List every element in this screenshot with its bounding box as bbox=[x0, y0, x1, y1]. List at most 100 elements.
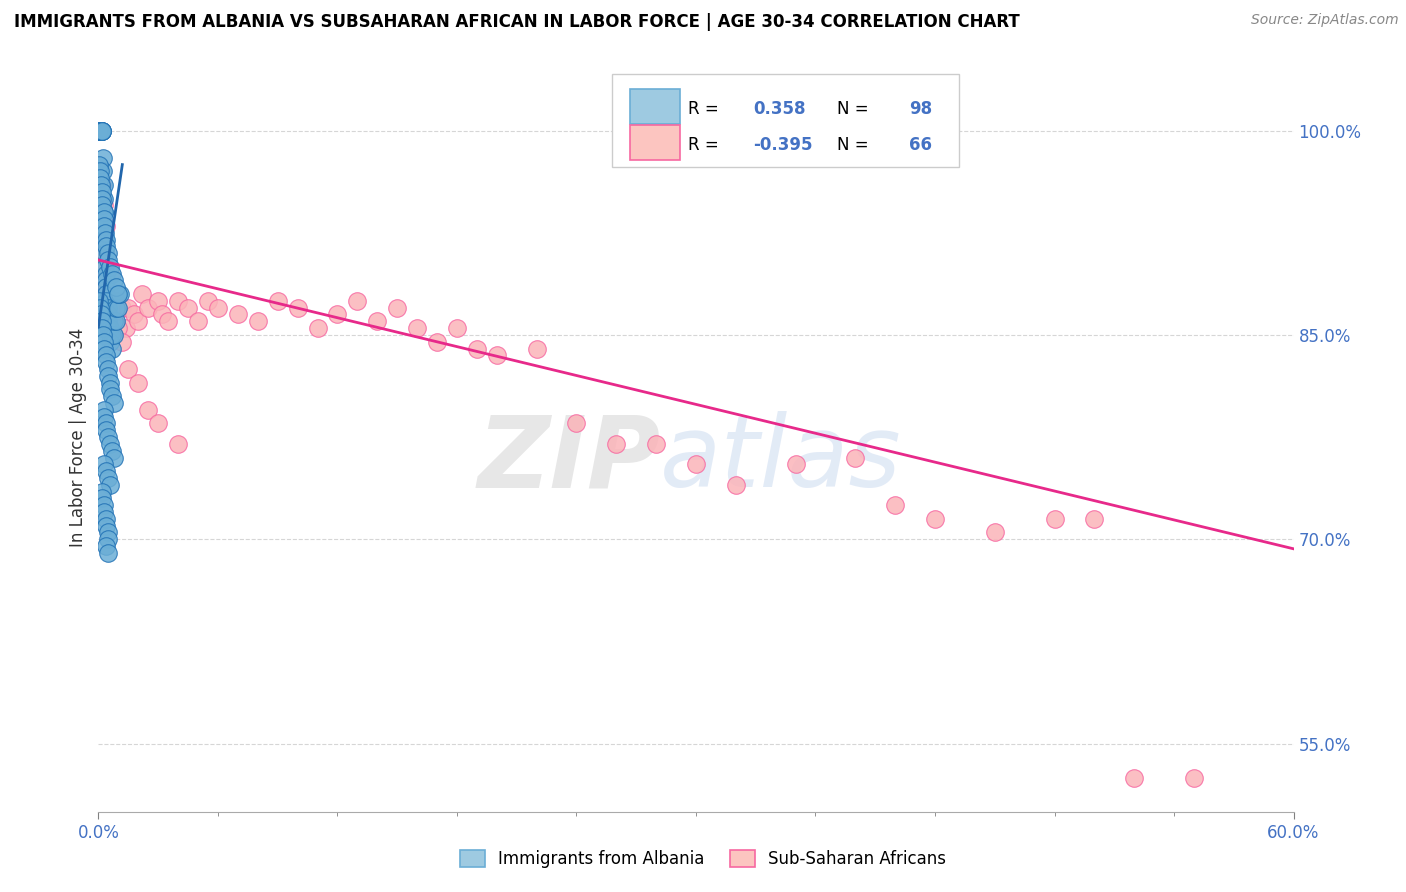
Point bbox=[97, 533, 120, 547]
Point bbox=[96, 280, 118, 294]
Text: R =: R = bbox=[688, 136, 724, 153]
Point bbox=[93, 205, 115, 219]
Point bbox=[93, 198, 115, 212]
Point bbox=[93, 151, 115, 165]
Point bbox=[107, 287, 129, 301]
Point bbox=[91, 321, 114, 335]
Point bbox=[93, 458, 115, 472]
Point bbox=[93, 233, 115, 247]
Point bbox=[93, 164, 115, 178]
Point bbox=[91, 198, 114, 212]
Text: ZIP: ZIP bbox=[477, 411, 661, 508]
Point bbox=[150, 308, 173, 322]
Point bbox=[97, 471, 120, 485]
Point bbox=[167, 293, 190, 308]
Point bbox=[98, 301, 122, 315]
Point bbox=[96, 219, 118, 233]
Point bbox=[96, 512, 118, 526]
Point bbox=[97, 368, 120, 383]
Point bbox=[103, 273, 125, 287]
Point bbox=[93, 498, 115, 512]
Point bbox=[107, 301, 129, 315]
Point bbox=[93, 327, 115, 342]
Point bbox=[93, 192, 115, 206]
Point bbox=[91, 123, 114, 137]
Point bbox=[105, 301, 128, 315]
Point bbox=[91, 314, 114, 328]
Point bbox=[98, 383, 122, 397]
Point bbox=[136, 402, 159, 417]
Point bbox=[97, 430, 120, 444]
Point bbox=[97, 314, 120, 328]
Text: R =: R = bbox=[688, 100, 724, 118]
Y-axis label: In Labor Force | Age 30-34: In Labor Force | Age 30-34 bbox=[69, 327, 87, 547]
Point bbox=[91, 123, 114, 137]
Point bbox=[91, 123, 114, 137]
Point bbox=[406, 321, 429, 335]
Point bbox=[91, 185, 114, 199]
Text: N =: N = bbox=[837, 136, 875, 153]
Point bbox=[107, 287, 129, 301]
Point bbox=[101, 327, 124, 342]
Point bbox=[93, 219, 115, 233]
Point bbox=[465, 342, 488, 356]
Point bbox=[93, 505, 115, 519]
Point bbox=[101, 267, 124, 281]
Point bbox=[565, 417, 588, 431]
Point bbox=[110, 287, 132, 301]
Point bbox=[89, 301, 111, 315]
Point bbox=[645, 437, 668, 451]
Point bbox=[90, 308, 112, 322]
Point bbox=[89, 293, 111, 308]
Point bbox=[94, 226, 117, 240]
Point bbox=[98, 477, 122, 491]
Point bbox=[385, 301, 409, 315]
Point bbox=[177, 301, 200, 315]
Point bbox=[115, 321, 138, 335]
Point bbox=[1083, 512, 1105, 526]
Point bbox=[89, 123, 111, 137]
Point bbox=[103, 396, 125, 410]
FancyBboxPatch shape bbox=[613, 74, 959, 168]
Point bbox=[157, 314, 180, 328]
Point bbox=[97, 546, 120, 560]
Point bbox=[91, 484, 114, 499]
Point bbox=[197, 293, 219, 308]
Point bbox=[127, 376, 149, 390]
Text: -0.395: -0.395 bbox=[754, 136, 813, 153]
Point bbox=[105, 314, 128, 328]
Point bbox=[307, 321, 329, 335]
Point bbox=[96, 239, 118, 253]
Point bbox=[98, 334, 122, 349]
Point bbox=[91, 178, 114, 192]
Point bbox=[103, 314, 125, 328]
Point bbox=[884, 498, 907, 512]
Point bbox=[97, 321, 120, 335]
Point bbox=[94, 260, 117, 274]
Point bbox=[346, 293, 368, 308]
Point bbox=[127, 314, 149, 328]
Point bbox=[91, 192, 114, 206]
Point bbox=[426, 334, 449, 349]
Point bbox=[326, 308, 349, 322]
Point bbox=[287, 301, 309, 315]
Point bbox=[111, 334, 134, 349]
Point bbox=[93, 178, 115, 192]
Point bbox=[101, 342, 124, 356]
Text: atlas: atlas bbox=[661, 411, 901, 508]
Point bbox=[91, 123, 114, 137]
Point bbox=[97, 308, 120, 322]
Point bbox=[97, 362, 120, 376]
Point bbox=[93, 260, 115, 274]
Point bbox=[226, 308, 249, 322]
Point bbox=[207, 301, 229, 315]
Point bbox=[96, 267, 118, 281]
Point bbox=[97, 246, 120, 260]
Point bbox=[97, 252, 120, 267]
Point bbox=[89, 123, 111, 137]
Point bbox=[98, 267, 122, 281]
Point bbox=[605, 437, 627, 451]
Point bbox=[111, 301, 134, 315]
Point bbox=[117, 301, 139, 315]
Point bbox=[148, 417, 170, 431]
